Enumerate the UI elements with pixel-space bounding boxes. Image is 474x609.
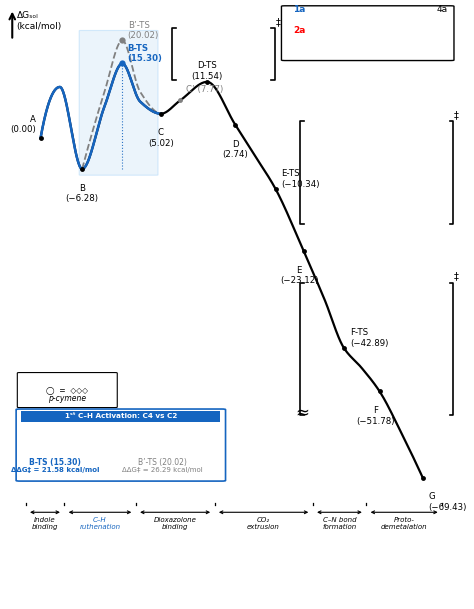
Text: 4a: 4a	[436, 5, 447, 14]
Text: B’-TS
(20.02): B’-TS (20.02)	[128, 21, 159, 40]
Text: C’ (7.77): C’ (7.77)	[186, 85, 223, 94]
Text: ΔGₛₒₗ
(kcal/mol): ΔGₛₒₗ (kcal/mol)	[17, 11, 62, 30]
FancyBboxPatch shape	[79, 30, 158, 175]
Text: B
(−6.28): B (−6.28)	[66, 184, 99, 203]
Text: D-TS
(11.54): D-TS (11.54)	[191, 62, 223, 81]
Text: ◯  =  ◇◇◇: ◯ = ◇◇◇	[46, 385, 88, 395]
FancyBboxPatch shape	[16, 409, 226, 481]
Text: ‡: ‡	[454, 110, 459, 120]
Bar	[21, 410, 220, 422]
Text: B-TS (15.30): B-TS (15.30)	[29, 458, 82, 467]
Text: ‡: ‡	[275, 17, 281, 27]
Text: D
(2.74): D (2.74)	[222, 139, 248, 159]
Text: B’-TS (20.02): B’-TS (20.02)	[138, 458, 187, 467]
Text: ΔΔG‡ = 26.29 kcal/mol: ΔΔG‡ = 26.29 kcal/mol	[122, 467, 203, 473]
Text: Indole
binding: Indole binding	[32, 517, 58, 530]
FancyBboxPatch shape	[18, 373, 117, 407]
FancyBboxPatch shape	[282, 6, 454, 60]
Text: F
(−51.78): F (−51.78)	[356, 406, 394, 426]
Text: B-TS
(15.30): B-TS (15.30)	[128, 44, 163, 63]
Text: ≈: ≈	[295, 403, 309, 421]
Text: C–H
ruthenation: C–H ruthenation	[80, 517, 120, 530]
Text: 1ˢᵗ C–H Activation: C4 vs C2: 1ˢᵗ C–H Activation: C4 vs C2	[64, 413, 177, 419]
Text: p-cymene: p-cymene	[48, 394, 86, 403]
Text: Dioxazolone
binding: Dioxazolone binding	[154, 517, 197, 530]
Text: C
(5.02): C (5.02)	[148, 128, 174, 148]
Text: 1a: 1a	[293, 5, 306, 14]
Text: Proto-
demetalation: Proto- demetalation	[381, 517, 428, 530]
Text: 2a: 2a	[293, 26, 306, 35]
Text: G
(−69.43): G (−69.43)	[428, 493, 466, 512]
Text: C–N bond
formation: C–N bond formation	[322, 517, 356, 530]
Text: E
(−23.12): E (−23.12)	[280, 266, 319, 286]
Text: ΔΔG‡ = 21.58 kcal/mol: ΔΔG‡ = 21.58 kcal/mol	[11, 467, 100, 473]
Text: CO₂
extrusion: CO₂ extrusion	[247, 517, 280, 530]
Text: A
(0.00): A (0.00)	[10, 115, 36, 135]
Text: ‡: ‡	[454, 271, 459, 281]
Text: F-TS
(−42.89): F-TS (−42.89)	[350, 328, 388, 348]
Text: E-TS
(−10.34): E-TS (−10.34)	[282, 169, 320, 189]
